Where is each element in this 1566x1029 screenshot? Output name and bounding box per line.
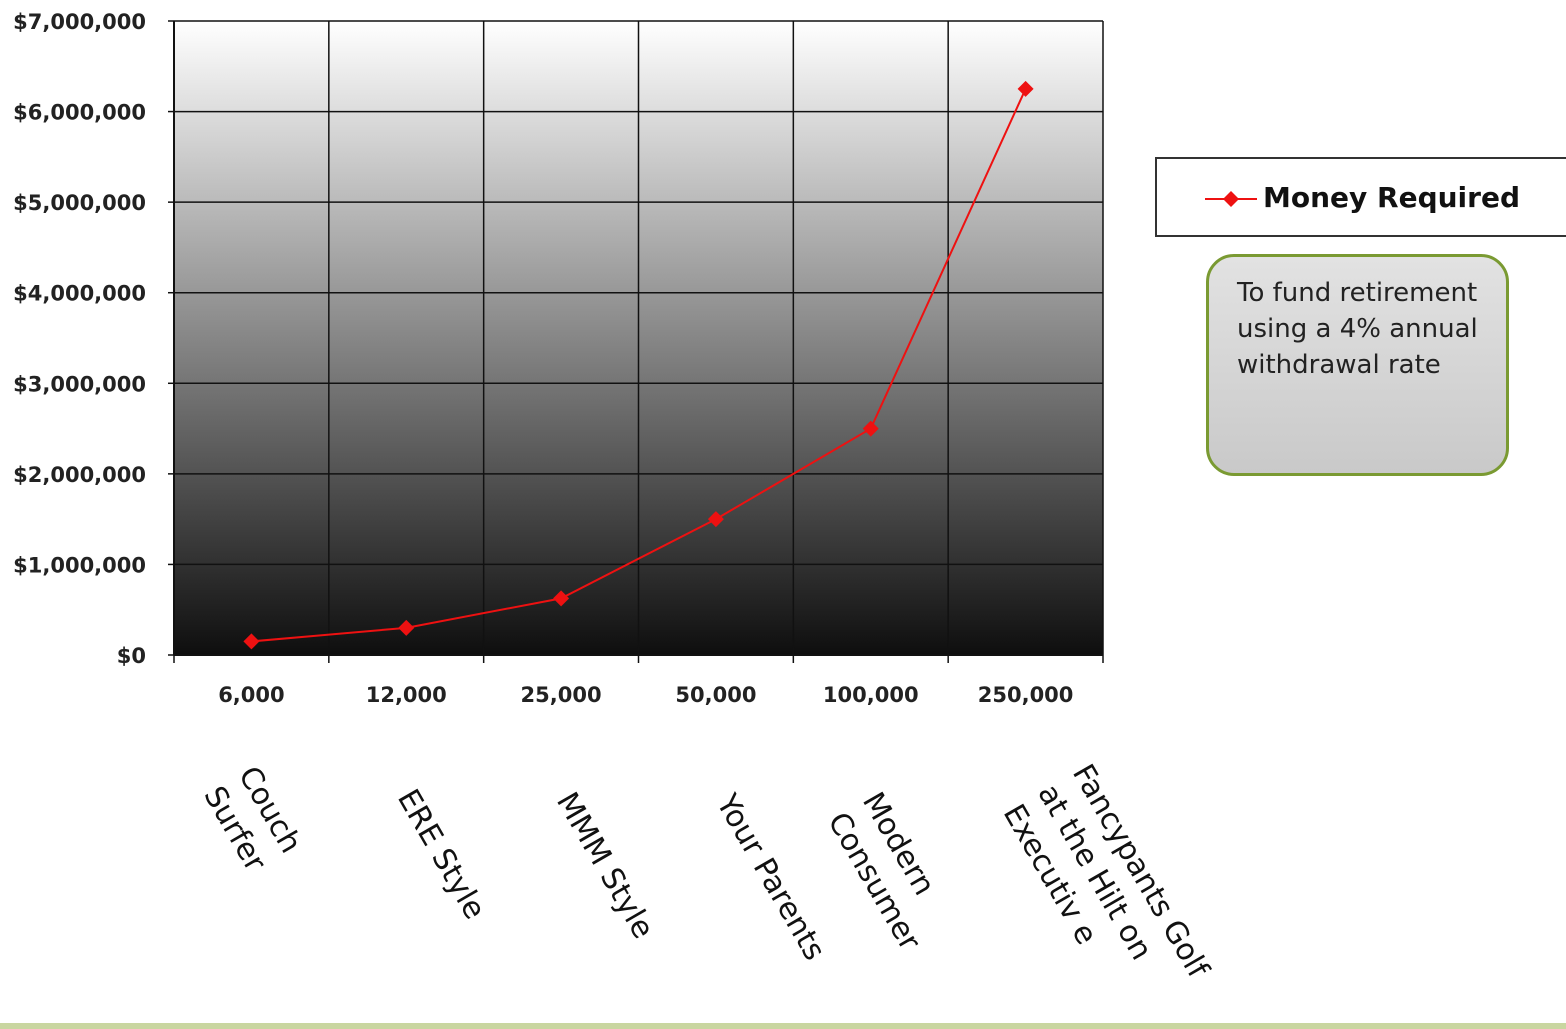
category-description: Your Parents — [709, 788, 832, 967]
x-tick-labels: 6,000 12,000 25,000 50,000 100,000 250,000 — [218, 683, 1073, 707]
y-tick-label: $0 — [117, 644, 146, 668]
category-description: CouchSurfer — [196, 761, 308, 880]
category-description: Fancypants Golfat the Hilt onExecutiv e — [996, 759, 1216, 1026]
category-description: MMM Style — [549, 787, 661, 945]
x-tick-label: 12,000 — [366, 683, 447, 707]
y-tick-label: $6,000,000 — [13, 101, 146, 125]
data-point-marker — [862, 420, 879, 437]
y-tick-label: $1,000,000 — [13, 553, 146, 577]
data-point-marker — [398, 619, 415, 636]
y-tick-label: $4,000,000 — [13, 282, 146, 306]
y-tick-label: $7,000,000 — [13, 10, 146, 34]
series-money-required — [243, 80, 1034, 650]
legend-label: Money Required — [1263, 181, 1520, 214]
data-point-marker — [707, 511, 724, 528]
x-tick-label: 100,000 — [823, 683, 919, 707]
category-description: ModernConsumer — [820, 787, 962, 958]
axes — [168, 20, 1104, 663]
y-tick-label: $3,000,000 — [13, 372, 146, 396]
x-tick-label: 50,000 — [675, 683, 756, 707]
category-description: ERE Style — [390, 784, 492, 926]
series-line — [251, 88, 1027, 643]
x-tick-label: 6,000 — [218, 683, 284, 707]
annotation-callout: To fund retirement using a 4% annual wit… — [1206, 254, 1509, 476]
annotation-text: To fund retirement using a 4% annual wit… — [1237, 278, 1478, 380]
bottom-border — [0, 1023, 1566, 1029]
y-tick-label: $5,000,000 — [13, 191, 146, 215]
category-descriptions: CouchSurfer ERE Style MMM Style Your Parent… — [196, 759, 1216, 1026]
data-point-marker — [1017, 80, 1034, 97]
y-tick-label: $2,000,000 — [13, 463, 146, 487]
legend-marker-icon — [1205, 191, 1257, 207]
x-tick-label: 250,000 — [978, 683, 1074, 707]
data-point-marker — [553, 590, 570, 607]
y-tick-labels: $0 $1,000,000 $2,000,000 $3,000,000 $4,000,0… — [13, 10, 146, 668]
x-tick-label: 25,000 — [521, 683, 602, 707]
data-point-marker — [243, 633, 260, 650]
legend: Money Required — [1155, 157, 1566, 237]
